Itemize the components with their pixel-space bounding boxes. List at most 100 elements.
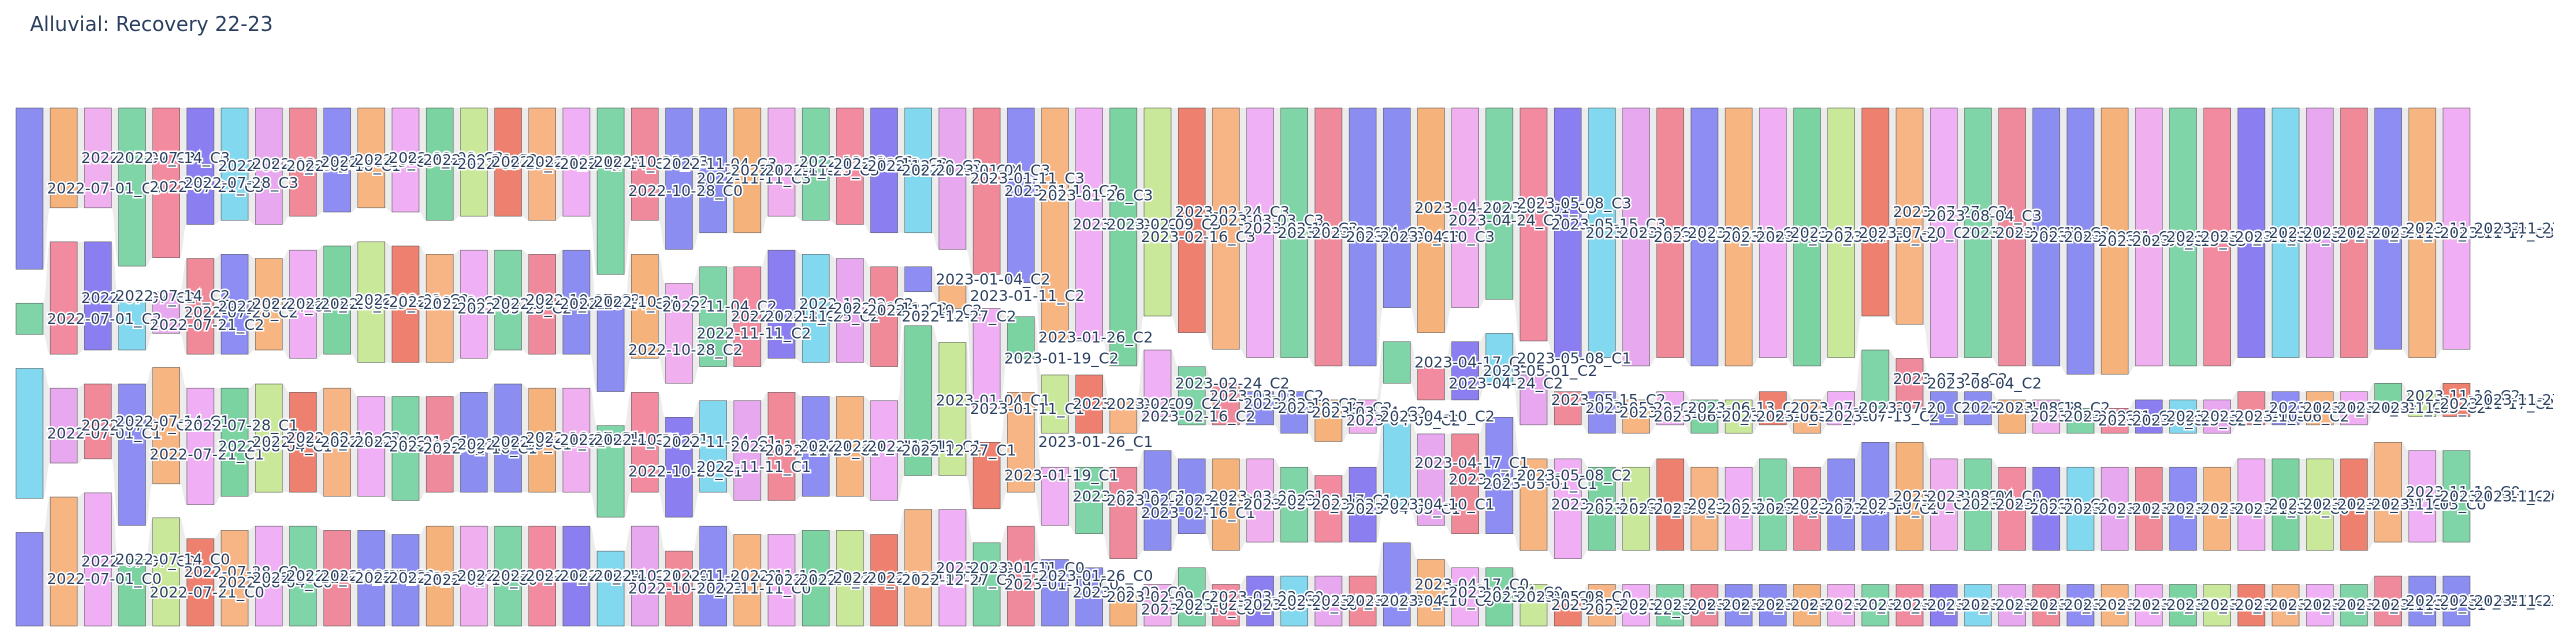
node-label: 2023-08-25_C0 <box>2030 500 2145 519</box>
flow-link <box>1991 584 1999 626</box>
node-2023-01-11_C3 <box>938 107 967 250</box>
node-label: 2023-06-06_C3 <box>1654 228 1769 247</box>
node-label: 2022-07-07_C2 <box>81 289 196 308</box>
flow-link <box>2299 108 2307 358</box>
node-label: 2022-09-01_C0 <box>355 569 470 588</box>
node-2023-01-11_C1 <box>938 342 967 476</box>
node-label: 2023-11-17_C0 <box>2440 487 2554 506</box>
node-label: 2023-06-13_C2 <box>1688 399 1803 418</box>
flow-link <box>589 108 598 275</box>
node-label: 2022-10-07_C2 <box>526 291 641 310</box>
flow-link <box>1034 392 1042 526</box>
flow-link <box>1034 526 1042 626</box>
node-label: 2022-08-25_C0 <box>320 567 435 586</box>
flow-link <box>2196 584 2204 626</box>
flow-link <box>350 530 358 626</box>
node-2023-08-11_C0 <box>1930 458 1958 551</box>
flow-link <box>350 241 358 363</box>
node-2022-10-14_C0 <box>528 525 556 627</box>
node-label: 2023-08-11_C1 <box>1961 596 2076 615</box>
flow-link <box>1205 458 1213 551</box>
node-label: 2023-10-20_C3 <box>2303 224 2418 243</box>
node-2022-11-11_C1 <box>665 417 693 518</box>
flow-link <box>1581 584 1589 626</box>
flow-link <box>350 388 358 497</box>
flow-link <box>1239 576 1247 626</box>
node-2023-09-29_C3 <box>2169 107 2197 367</box>
flow-link <box>2264 584 2273 626</box>
node-label: 2022-11-25_C0 <box>765 571 880 590</box>
node-2023-11-10_C3 <box>2374 107 2402 350</box>
node-label: 2023-11-17_C3 <box>2440 224 2554 243</box>
flow-link <box>1512 417 1521 551</box>
node-label: 2022-12-27_C2 <box>902 308 1017 327</box>
flow-link <box>2230 584 2238 626</box>
node-label: 2023-07-27_C2 <box>1893 370 2008 389</box>
flow-link <box>2128 108 2136 375</box>
flow-link <box>1068 108 1076 341</box>
node-2023-03-10_C2 <box>1212 383 1240 426</box>
node-label: 2022-07-01_C3 <box>47 180 162 199</box>
node-2023-07-13_C3 <box>1793 107 1821 367</box>
node-2022-08-11_C0 <box>220 530 249 627</box>
node-2022-07-14_C2 <box>84 241 112 351</box>
node-label: 2023-06-13_C1 <box>1688 496 1803 515</box>
node-2022-07-28_C0 <box>152 517 180 627</box>
node-2022-11-11_C3 <box>665 107 693 250</box>
flow-link <box>2162 399 2170 434</box>
node-2023-09-22_C2 <box>2135 399 2163 434</box>
flow-link <box>2162 584 2170 626</box>
node-label: 2022-07-28_C1 <box>184 417 299 436</box>
flow-link <box>282 384 290 493</box>
flow-link <box>1957 584 1965 626</box>
flow-link <box>1649 458 1657 551</box>
node-2023-09-08_C1 <box>2066 584 2095 627</box>
flow-link <box>43 497 51 626</box>
node-label: 2022-07-28_C0 <box>184 563 299 582</box>
flow-link <box>2025 399 2033 434</box>
node-2023-01-04_C2 <box>904 266 933 293</box>
node-label: 2023-05-01_C2 <box>1483 362 1598 381</box>
node-label: 2023-02-02_C3 <box>1072 215 1187 234</box>
node-2022-08-18_C2 <box>255 383 283 493</box>
node-2023-07-20_C1 <box>1827 458 1855 551</box>
node-label: 2023-11-10_C1 <box>2406 592 2521 611</box>
node-2023-01-26_C2 <box>1007 316 1035 359</box>
node-2023-09-15_C1 <box>2100 584 2129 627</box>
node-2023-05-15_C3 <box>1519 107 1548 342</box>
node-label: 2022-11-25_C2 <box>765 308 880 327</box>
flow-link <box>1786 108 1794 366</box>
node-2023-11-27_C2 <box>2442 383 2471 417</box>
node-2023-02-24_C3 <box>1143 107 1172 317</box>
node-2023-08-25_C3 <box>1998 107 2026 367</box>
node-2023-09-29_C1 <box>2169 584 2197 627</box>
flow-link <box>2025 108 2033 366</box>
flow-link <box>1000 392 1008 509</box>
node-label: 2022-10-21_C2 <box>594 293 709 312</box>
node-label: 2022-12-27_C1 <box>902 442 1017 461</box>
node-label: 2023-01-04_C1 <box>936 392 1051 411</box>
node-label: 2023-05-01_C3 <box>1483 199 1598 218</box>
node-2023-10-27_C2 <box>2306 391 2334 426</box>
node-label: 2023-07-20_C0 <box>1859 596 1974 615</box>
node-label: 2022-09-23_C2 <box>457 299 572 318</box>
node-label: 2023-05-15_C1 <box>1551 496 1666 515</box>
node-2023-01-11_C0 <box>938 509 967 627</box>
node-label: 2022-07-14_C0 <box>115 550 230 569</box>
node-label: 2023-04-17_C1 <box>1414 454 1529 473</box>
node-label: 2022-12-27_C3 <box>902 161 1017 180</box>
flow-link <box>2093 584 2102 626</box>
node-label: 2022-07-07_C1 <box>81 417 196 436</box>
node-label: 2023-03-03_C3 <box>1209 211 1324 230</box>
flow-link <box>1854 350 1862 425</box>
node-label: 2023-10-06_C0 <box>2235 500 2350 519</box>
node-2023-09-15_C3 <box>2100 107 2129 375</box>
node-2022-10-14_C3 <box>528 107 556 221</box>
flow-link <box>1581 458 1589 559</box>
node-label: 2023-02-09_C0 <box>1107 588 1222 607</box>
node-2022-12-19_C2 <box>836 258 864 363</box>
flow-link <box>1923 358 1931 425</box>
node-2022-10-07_C3 <box>494 525 522 627</box>
node-2023-10-06_C1 <box>2203 584 2231 627</box>
node-label: 2022-07-28_C2 <box>184 304 299 323</box>
